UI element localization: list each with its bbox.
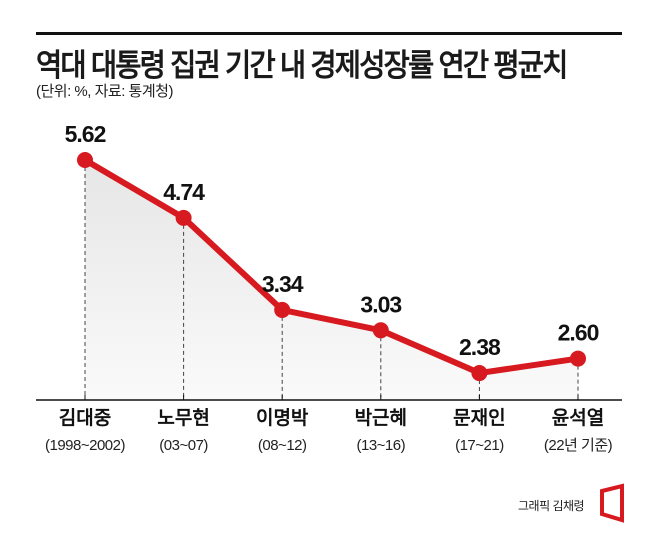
data-label: 3.34 bbox=[262, 271, 304, 297]
series-line bbox=[83, 157, 579, 377]
period-label: (1998~2002) bbox=[45, 437, 125, 454]
x-tick-label: 문재인 bbox=[453, 407, 505, 429]
x-tick-label: 윤석열 bbox=[552, 407, 604, 429]
data-label: 3.03 bbox=[360, 291, 401, 317]
period-label: (17~21) bbox=[455, 437, 504, 454]
top-rule bbox=[36, 32, 622, 35]
data-point bbox=[77, 152, 93, 168]
x-tick-label: 김대중 bbox=[59, 407, 111, 429]
x-tick-label: 노무현 bbox=[157, 407, 209, 429]
data-point bbox=[274, 301, 291, 318]
x-tick-label: 이명박 bbox=[256, 407, 309, 429]
period-label: (22년 기준) bbox=[544, 437, 613, 454]
data-label: 4.74 bbox=[163, 179, 205, 205]
area-fill bbox=[85, 160, 578, 400]
data-point bbox=[570, 350, 586, 367]
data-point bbox=[471, 365, 488, 382]
data-point bbox=[372, 322, 389, 339]
period-label: (03~07) bbox=[159, 437, 208, 454]
data-label: 2.38 bbox=[459, 334, 501, 360]
data-label: 2.60 bbox=[558, 320, 599, 346]
x-tick-label: 박근혜 bbox=[355, 407, 407, 429]
data-point bbox=[175, 209, 192, 226]
chart-title: 역대 대통령 집권 기간 내 경제성장률 연간 평균치 bbox=[36, 48, 568, 83]
graphic-credit: 그래픽 김채령 bbox=[518, 499, 585, 513]
period-label: (08~12) bbox=[258, 437, 307, 454]
data-label: 5.62 bbox=[65, 121, 106, 147]
chart-subtitle: (단위: %, 자료: 통계청) bbox=[36, 83, 173, 100]
period-label: (13~16) bbox=[356, 437, 405, 454]
